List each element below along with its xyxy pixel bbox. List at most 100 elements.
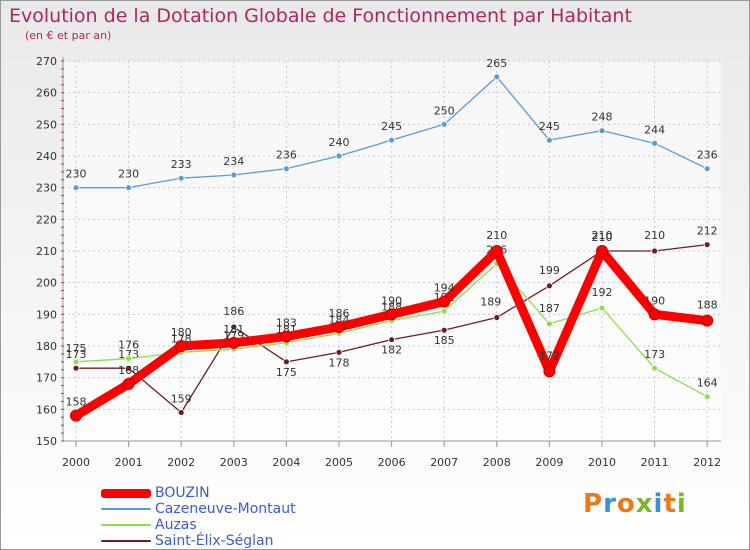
data-label: 180 bbox=[171, 326, 192, 339]
data-point bbox=[125, 364, 132, 372]
x-tick-label: 2008 bbox=[483, 456, 511, 469]
legend-item: Saint-Élix-Séglan bbox=[101, 533, 296, 549]
logo-letter: t bbox=[663, 489, 677, 519]
data-point bbox=[72, 364, 80, 372]
y-tick-label: 180 bbox=[36, 340, 57, 353]
y-tick-label: 250 bbox=[36, 118, 57, 131]
data-point bbox=[703, 393, 711, 401]
data-point bbox=[282, 358, 290, 366]
data-point bbox=[72, 184, 80, 192]
data-point bbox=[651, 364, 658, 372]
data-label: 178 bbox=[329, 356, 350, 369]
logo-letter: x bbox=[635, 489, 654, 519]
data-label: 173 bbox=[644, 348, 665, 361]
data-point bbox=[177, 174, 185, 182]
chart-legend: BOUZIN Cazeneuve-Montaut Auzas Saint-Élix-S… bbox=[101, 485, 296, 549]
data-label: 175 bbox=[66, 342, 87, 355]
data-label: 183 bbox=[276, 317, 297, 330]
logo-letter: r bbox=[603, 489, 617, 519]
legend-swatch bbox=[101, 508, 151, 510]
data-point bbox=[651, 139, 658, 147]
data-point bbox=[230, 323, 238, 331]
data-label: 164 bbox=[697, 377, 718, 390]
data-point bbox=[440, 120, 448, 128]
data-label: 248 bbox=[592, 111, 613, 124]
legend-item: Auzas bbox=[101, 517, 296, 533]
data-point bbox=[282, 165, 290, 173]
legend-label: BOUZIN bbox=[155, 485, 210, 501]
data-label: 210 bbox=[486, 229, 507, 242]
x-tick-label: 2002 bbox=[167, 456, 195, 469]
data-point bbox=[543, 365, 556, 378]
chart-subtitle: (en € et par an) bbox=[25, 29, 112, 42]
data-point bbox=[125, 184, 132, 192]
data-label: 175 bbox=[276, 366, 297, 379]
legend-item: Cazeneuve-Montaut bbox=[101, 501, 296, 517]
y-tick-label: 240 bbox=[36, 150, 57, 163]
data-label: 186 bbox=[223, 305, 244, 318]
legend-item: BOUZIN bbox=[101, 485, 296, 501]
logo-letter: o bbox=[616, 489, 636, 519]
y-tick-label: 190 bbox=[36, 308, 57, 321]
data-point bbox=[546, 320, 553, 328]
data-point bbox=[703, 165, 711, 173]
data-label: 234 bbox=[223, 155, 244, 168]
data-label: 265 bbox=[486, 57, 507, 70]
data-point bbox=[651, 247, 658, 255]
data-point bbox=[388, 136, 396, 144]
data-label: 192 bbox=[592, 286, 613, 299]
data-label: 233 bbox=[171, 158, 192, 171]
data-label: 176 bbox=[118, 339, 139, 352]
x-tick-label: 2012 bbox=[693, 456, 721, 469]
data-point bbox=[280, 330, 293, 343]
chart-title: Evolution de la Dotation Globale de Fonc… bbox=[9, 5, 632, 27]
legend-swatch bbox=[101, 540, 151, 542]
data-point bbox=[335, 152, 343, 160]
legend-label: Auzas bbox=[155, 517, 197, 533]
data-point bbox=[648, 308, 661, 321]
data-label: 190 bbox=[644, 294, 665, 307]
data-label: 194 bbox=[434, 282, 455, 295]
y-tick-label: 210 bbox=[36, 245, 57, 258]
proxiti-logo: Proxiti bbox=[583, 489, 687, 519]
data-label: 199 bbox=[539, 264, 560, 277]
data-point bbox=[493, 73, 501, 81]
x-tick-label: 2007 bbox=[430, 456, 458, 469]
logo-letter: i bbox=[653, 489, 664, 519]
data-point bbox=[230, 171, 238, 179]
x-tick-label: 2006 bbox=[378, 456, 406, 469]
y-tick-label: 160 bbox=[36, 403, 57, 416]
data-point bbox=[703, 241, 711, 249]
logo-letter: i bbox=[676, 489, 687, 519]
y-tick-label: 200 bbox=[36, 277, 57, 290]
x-tick-label: 2009 bbox=[535, 456, 563, 469]
data-label: 210 bbox=[592, 229, 613, 242]
data-point bbox=[177, 409, 185, 416]
data-label: 244 bbox=[644, 123, 665, 136]
data-point bbox=[227, 336, 240, 349]
data-label: 245 bbox=[539, 120, 560, 133]
data-point bbox=[546, 282, 553, 290]
x-tick-label: 2011 bbox=[641, 456, 669, 469]
y-tick-label: 150 bbox=[36, 435, 57, 448]
data-label: 240 bbox=[329, 136, 350, 149]
y-tick-label: 270 bbox=[36, 55, 57, 68]
data-label: 187 bbox=[539, 302, 560, 315]
data-label: 190 bbox=[381, 294, 402, 307]
y-tick-label: 230 bbox=[36, 182, 57, 195]
y-tick-label: 260 bbox=[36, 87, 57, 100]
data-label: 230 bbox=[66, 168, 87, 181]
data-point bbox=[598, 127, 606, 135]
legend-swatch bbox=[101, 488, 151, 498]
data-label: 212 bbox=[697, 225, 718, 238]
data-label: 182 bbox=[381, 344, 402, 357]
data-label: 236 bbox=[697, 149, 718, 162]
data-label: 172 bbox=[539, 349, 560, 362]
legend-label: Cazeneuve-Montaut bbox=[155, 501, 296, 517]
legend-label: Saint-Élix-Séglan bbox=[155, 533, 274, 549]
data-label: 186 bbox=[329, 307, 350, 320]
data-label: 189 bbox=[480, 296, 501, 309]
x-tick-label: 2003 bbox=[220, 456, 248, 469]
